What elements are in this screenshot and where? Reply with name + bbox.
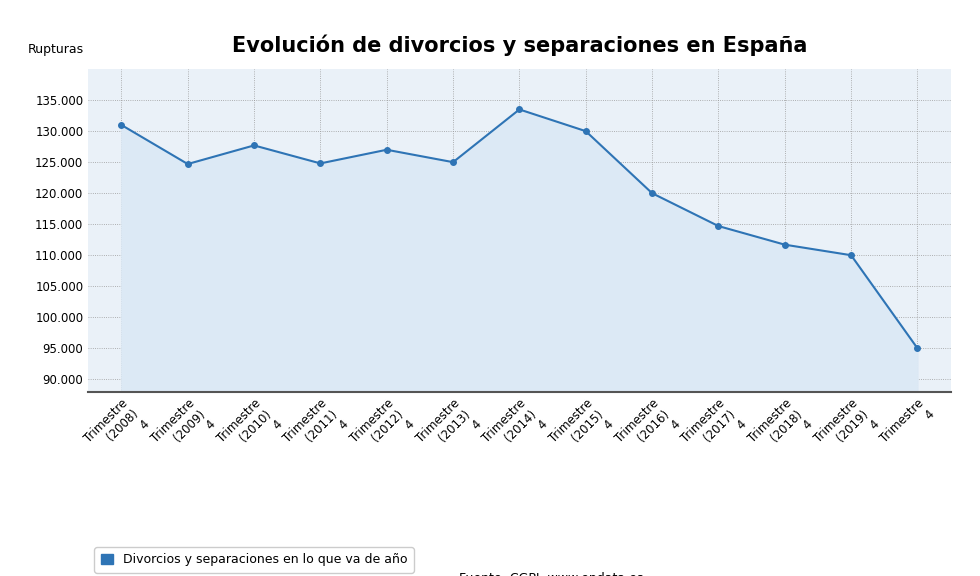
Title: Evolución de divorcios y separaciones en España: Evolución de divorcios y separaciones en… [231,35,808,56]
Text: Fuente: CGPJ, www.epdata.es: Fuente: CGPJ, www.epdata.es [459,573,644,576]
Text: Rupturas: Rupturas [27,43,84,56]
Legend: Divorcios y separaciones en lo que va de año: Divorcios y separaciones en lo que va de… [94,547,414,573]
